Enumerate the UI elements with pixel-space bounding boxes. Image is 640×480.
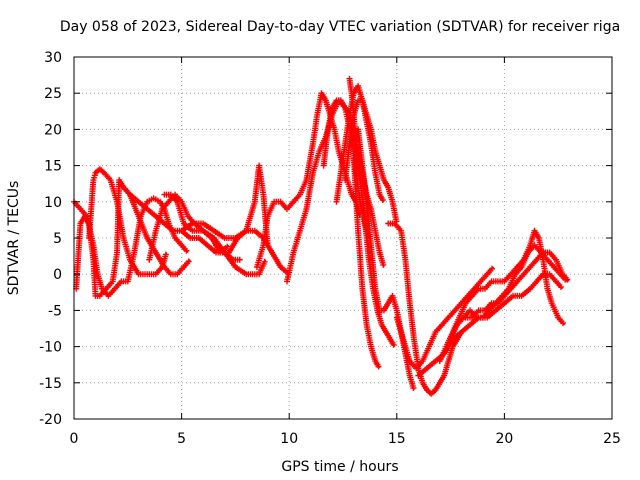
data-point (390, 341, 397, 348)
y-tick-label: 20 (44, 122, 62, 138)
x-tick-label: 0 (70, 431, 79, 447)
series-track-18 (393, 265, 495, 372)
series-track-22 (462, 249, 571, 321)
chart-title: Day 058 of 2023, Sidereal Day-to-day VTE… (60, 19, 620, 35)
series-track-16 (350, 155, 382, 370)
data-point (489, 265, 495, 272)
x-tick-label: 25 (603, 431, 621, 447)
data-point (185, 258, 192, 265)
data-point (560, 320, 566, 327)
series-line (88, 168, 168, 275)
data-point (261, 258, 268, 265)
y-tick-label: 0 (53, 267, 62, 283)
data-point (557, 283, 564, 290)
y-tick-label: 10 (44, 195, 62, 211)
y-tick-label: -10 (39, 340, 62, 356)
y-tick-label: 25 (44, 86, 62, 102)
series-track-19 (415, 271, 564, 379)
y-tick-label: -20 (39, 412, 62, 428)
data-point (379, 197, 386, 203)
y-tick-label: 5 (53, 231, 62, 247)
series-track-5 (161, 191, 268, 278)
x-tick-label: 15 (388, 431, 406, 447)
data-point (410, 385, 417, 391)
y-tick-label: 15 (44, 159, 62, 175)
data-point (236, 256, 243, 263)
data-point (162, 251, 169, 258)
data-point (183, 247, 190, 254)
x-tick-label: 5 (177, 431, 186, 447)
y-tick-label: 30 (44, 50, 62, 66)
series-layer (71, 75, 571, 397)
y-tick-label: -5 (48, 303, 62, 319)
y-axis-label: SDTVAR / TECUs (6, 181, 22, 296)
data-point (375, 363, 382, 370)
axis-layer: 0 5 10 15 20 25 -20 -15 -10 -5 0 5 10 15 20 25 30 (39, 50, 621, 447)
series-track-3 (86, 166, 169, 278)
x-tick-label: 20 (495, 431, 513, 447)
x-tick-label: 10 (280, 431, 298, 447)
y-tick-label: -15 (39, 376, 62, 392)
data-point (380, 261, 387, 268)
plot-frame (73, 56, 613, 420)
data-point (564, 276, 571, 283)
x-axis-label: GPS time / hours (281, 459, 398, 475)
